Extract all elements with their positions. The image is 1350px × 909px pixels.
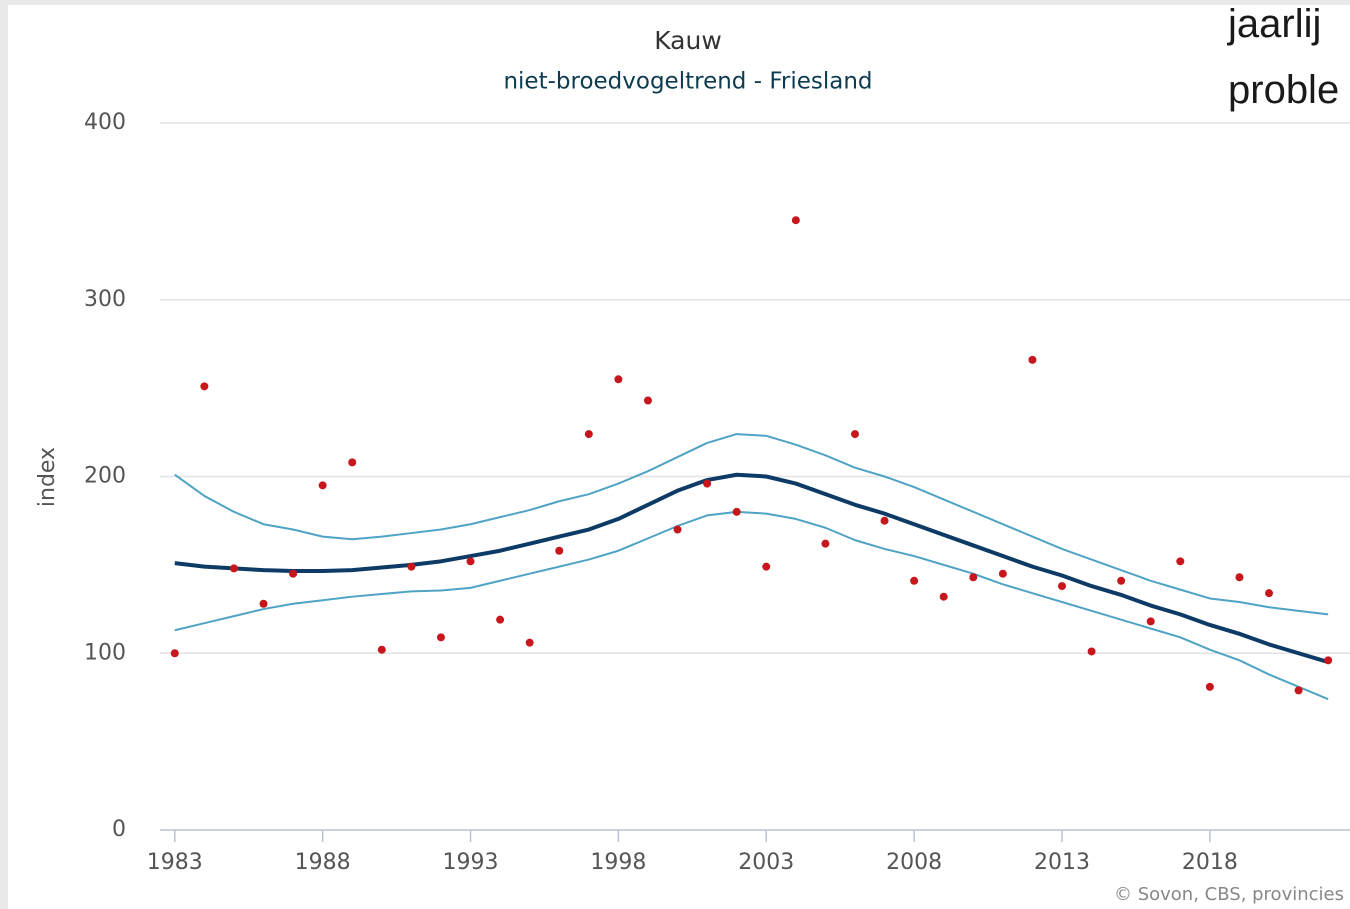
trend-line xyxy=(174,510,1329,701)
data-point xyxy=(289,569,298,578)
data-point xyxy=(850,430,859,439)
data-point xyxy=(466,557,475,566)
data-point xyxy=(969,573,978,582)
data-point xyxy=(880,516,889,525)
overlay-text: proble xyxy=(1228,68,1340,112)
frame xyxy=(0,0,8,909)
data-point xyxy=(673,525,682,534)
data-point xyxy=(821,539,830,548)
data-point xyxy=(1294,686,1303,695)
data-point xyxy=(1087,647,1096,656)
data-point xyxy=(703,479,712,488)
frame xyxy=(0,0,1350,5)
data-point xyxy=(584,430,593,439)
data-point xyxy=(525,638,534,647)
data-point xyxy=(1058,582,1067,591)
data-point xyxy=(732,507,741,516)
data-point xyxy=(1176,557,1185,566)
data-point xyxy=(939,592,948,601)
overlay-text: jaarlij xyxy=(1228,2,1322,46)
y-tick-label: 100 xyxy=(84,640,126,665)
data-point xyxy=(1324,656,1333,665)
data-point xyxy=(791,216,800,225)
chart-title: Kauw xyxy=(654,26,722,55)
data-point xyxy=(555,546,564,555)
x-tick-label: 1983 xyxy=(147,850,203,875)
data-point xyxy=(496,615,505,624)
data-point xyxy=(436,633,445,642)
data-point xyxy=(348,458,357,467)
data-point xyxy=(377,645,386,654)
x-tick-label: 1993 xyxy=(443,850,499,875)
trend-line xyxy=(174,472,1329,665)
x-tick-label: 2013 xyxy=(1034,850,1090,875)
data-point xyxy=(1205,682,1214,691)
data-point xyxy=(259,599,268,608)
chart-subtitle: niet-broedvogeltrend - Friesland xyxy=(503,69,872,95)
data-point xyxy=(1265,589,1274,598)
data-point xyxy=(910,576,919,585)
x-tick-label: 1998 xyxy=(590,850,646,875)
y-tick-label: 0 xyxy=(112,817,126,842)
data-point xyxy=(1235,573,1244,582)
trend-line xyxy=(174,433,1329,616)
data-point xyxy=(1117,576,1126,585)
data-point xyxy=(762,562,771,571)
data-point xyxy=(170,649,179,658)
data-point xyxy=(998,569,1007,578)
data-point xyxy=(407,562,416,571)
y-tick-label: 400 xyxy=(84,110,126,135)
credit: © Sovon, CBS, provincies xyxy=(1114,884,1344,905)
x-tick-label: 2003 xyxy=(738,850,794,875)
x-tick-label: 1988 xyxy=(295,850,351,875)
data-point xyxy=(229,564,238,573)
x-tick-label: 2008 xyxy=(886,850,942,875)
data-point xyxy=(614,375,623,384)
data-point xyxy=(200,382,209,391)
x-tick-label: 2018 xyxy=(1182,850,1238,875)
y-tick-label: 300 xyxy=(84,287,126,312)
data-point xyxy=(1146,617,1155,626)
data-point xyxy=(318,481,327,490)
data-point xyxy=(1028,355,1037,364)
y-axis-label: index xyxy=(35,447,60,507)
data-point xyxy=(643,396,652,405)
y-tick-label: 200 xyxy=(84,464,126,489)
